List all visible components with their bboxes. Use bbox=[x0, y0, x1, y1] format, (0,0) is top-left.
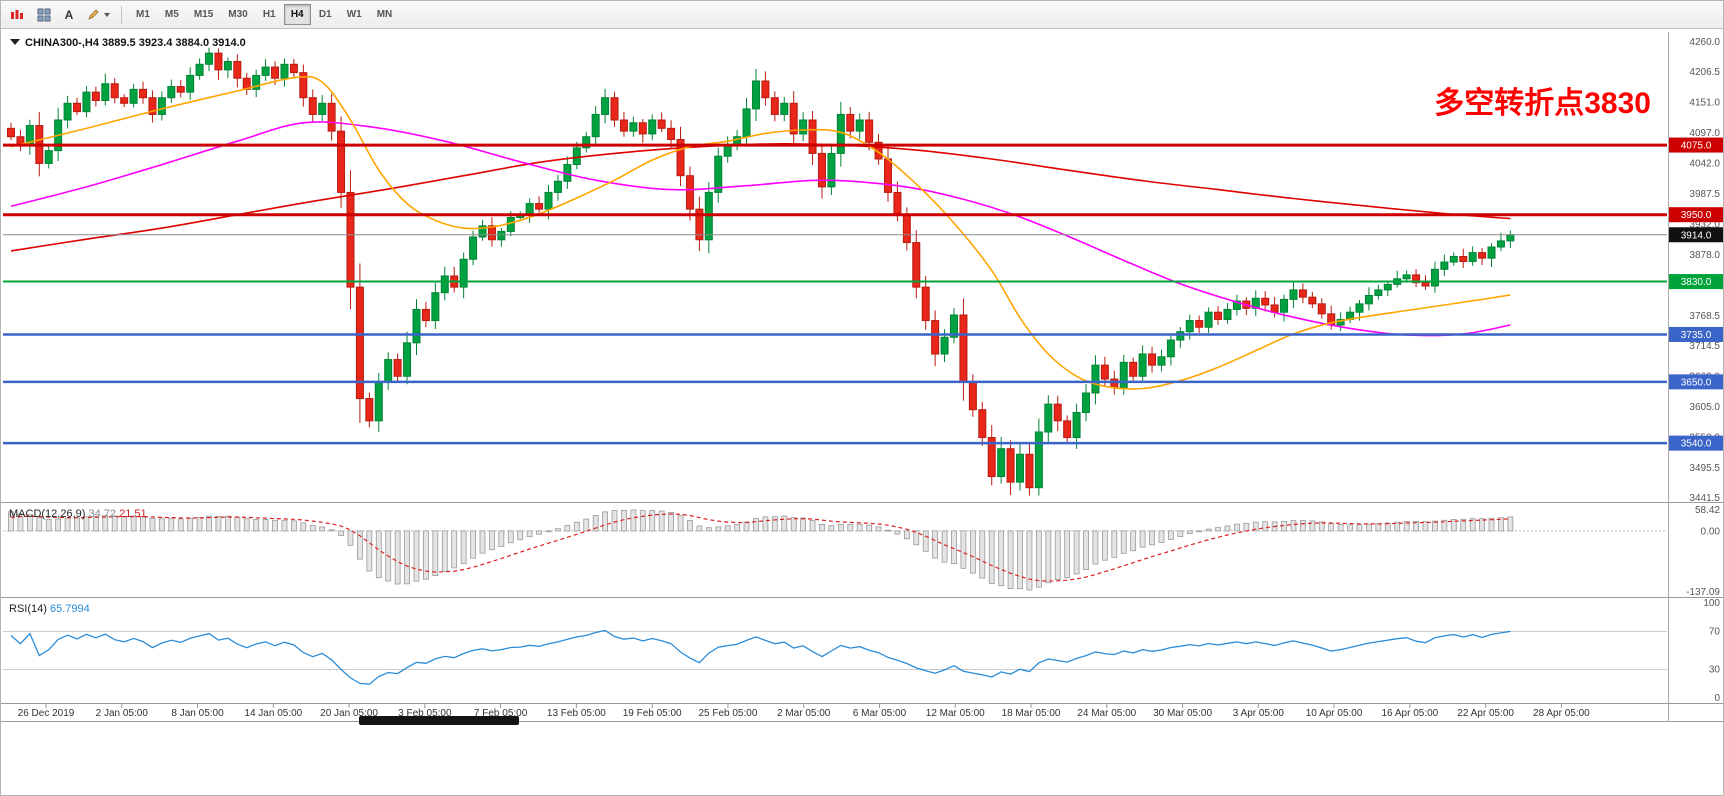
svg-text:100: 100 bbox=[1703, 598, 1720, 609]
svg-text:58.42: 58.42 bbox=[1695, 505, 1720, 516]
macd-signal-line bbox=[10, 513, 1511, 582]
annotation-text[interactable]: 多空转折点3830 bbox=[1434, 87, 1651, 120]
svg-text:26 Dec 2019: 26 Dec 2019 bbox=[18, 708, 75, 719]
red-bars-icon bbox=[11, 9, 23, 19]
price-tag-3650.0 bbox=[1669, 374, 1723, 390]
macd-title: MACD(12,26,9) 34.72 21.51 bbox=[9, 508, 147, 520]
chart-area[interactable]: 4260.0 4206.5 4151.0 4097.0 4042.0 3987.5 3932… bbox=[1, 29, 1724, 796]
svg-text:16 Apr 05:00: 16 Apr 05:00 bbox=[1382, 708, 1439, 719]
svg-text:30: 30 bbox=[1709, 665, 1721, 676]
price-tag-3950.0 bbox=[1669, 207, 1723, 223]
svg-text:8 Jan 05:00: 8 Jan 05:00 bbox=[171, 708, 224, 719]
svg-text:3714.5: 3714.5 bbox=[1689, 341, 1720, 352]
svg-text:14 Jan 05:00: 14 Jan 05:00 bbox=[244, 708, 302, 719]
text-tool-button[interactable]: A bbox=[57, 4, 81, 26]
svg-text:13 Feb 05:00: 13 Feb 05:00 bbox=[547, 708, 606, 719]
svg-text:2 Jan 05:00: 2 Jan 05:00 bbox=[96, 708, 149, 719]
chevron-down-icon bbox=[104, 12, 110, 17]
svg-text:3932.0: 3932.0 bbox=[1689, 220, 1720, 231]
svg-text:3735.0: 3735.0 bbox=[1681, 330, 1712, 341]
rsi-line bbox=[10, 629, 1511, 685]
svg-text:28 Apr 05:00: 28 Apr 05:00 bbox=[1533, 708, 1590, 719]
timeframe-m1[interactable]: M1 bbox=[129, 4, 157, 25]
toolbar: A M1 M5 M15 M30 H1 H4 D1 W1 MN bbox=[1, 1, 1723, 29]
svg-text:3768.5: 3768.5 bbox=[1689, 311, 1720, 322]
timeframe-h1[interactable]: H1 bbox=[256, 4, 283, 25]
svg-text:4097.0: 4097.0 bbox=[1689, 128, 1720, 139]
svg-text:-137.09: -137.09 bbox=[1686, 587, 1720, 598]
svg-text:3 Apr 05:00: 3 Apr 05:00 bbox=[1233, 708, 1285, 719]
svg-text:12 Mar 05:00: 12 Mar 05:00 bbox=[926, 708, 985, 719]
text-tool-label: A bbox=[64, 7, 74, 22]
chart-background bbox=[1, 29, 1723, 795]
time-axis-labels: 26 Dec 2019 2 Jan 05:00 8 Jan 05:00 14 Jan … bbox=[18, 704, 1590, 719]
svg-text:7 Feb 05:00: 7 Feb 05:00 bbox=[474, 708, 528, 719]
svg-text:24 Mar 05:00: 24 Mar 05:00 bbox=[1077, 708, 1136, 719]
timeframe-m30[interactable]: M30 bbox=[221, 4, 254, 25]
svg-text:3987.5: 3987.5 bbox=[1689, 189, 1720, 200]
svg-text:3950.0: 3950.0 bbox=[1681, 210, 1712, 221]
svg-text:3 Feb 05:00: 3 Feb 05:00 bbox=[398, 708, 452, 719]
symbol-ohlc-header: CHINA300-,H4 3889.5 3923.4 3884.0 3914.0 bbox=[25, 37, 246, 49]
fast-ma-line bbox=[10, 75, 1511, 390]
timeframe-d1[interactable]: D1 bbox=[312, 4, 339, 25]
timeframe-toolbar: M1 M5 M15 M30 H1 H4 D1 W1 MN bbox=[129, 4, 399, 25]
timeframe-m5[interactable]: M5 bbox=[158, 4, 186, 25]
svg-text:3914.0: 3914.0 bbox=[1681, 230, 1712, 241]
svg-text:3495.5: 3495.5 bbox=[1689, 463, 1720, 474]
tile-windows-button[interactable] bbox=[31, 4, 55, 26]
svg-text:6 Mar 05:00: 6 Mar 05:00 bbox=[853, 708, 907, 719]
timeframe-m15[interactable]: M15 bbox=[187, 4, 220, 25]
svg-text:20 Jan 05:00: 20 Jan 05:00 bbox=[320, 708, 378, 719]
svg-text:3650.0: 3650.0 bbox=[1681, 377, 1712, 388]
price-tag-3540.0 bbox=[1669, 435, 1723, 451]
timeframe-w1[interactable]: W1 bbox=[340, 4, 369, 25]
macd-histogram bbox=[8, 509, 1514, 591]
svg-text:3441.5: 3441.5 bbox=[1689, 493, 1720, 504]
svg-text:4206.5: 4206.5 bbox=[1689, 67, 1720, 78]
price-tags: 4075.0 3950.0 3914.0 3830.0 3735.0 3650.0 3540… bbox=[1669, 137, 1723, 451]
toolbar-separator bbox=[121, 5, 122, 24]
svg-text:18 Mar 05:00: 18 Mar 05:00 bbox=[1002, 708, 1061, 719]
price-tag-3830.0 bbox=[1669, 274, 1723, 290]
svg-text:3830.0: 3830.0 bbox=[1681, 277, 1712, 288]
svg-text:10 Apr 05:00: 10 Apr 05:00 bbox=[1306, 708, 1363, 719]
chart-icon[interactable] bbox=[5, 4, 29, 26]
svg-text:22 Apr 05:00: 22 Apr 05:00 bbox=[1457, 708, 1514, 719]
svg-text:4075.0: 4075.0 bbox=[1681, 141, 1712, 152]
draw-tool-button[interactable] bbox=[83, 4, 114, 26]
svg-text:70: 70 bbox=[1709, 627, 1721, 638]
rsi-title: RSI(14) 65.7994 bbox=[9, 603, 90, 615]
svg-text:0: 0 bbox=[1714, 693, 1720, 704]
svg-text:3540.0: 3540.0 bbox=[1681, 439, 1712, 450]
grid-icon bbox=[37, 8, 51, 21]
svg-text:30 Mar 05:00: 30 Mar 05:00 bbox=[1153, 708, 1212, 719]
taskbar-fragment bbox=[359, 716, 519, 725]
svg-text:3605.0: 3605.0 bbox=[1689, 402, 1720, 413]
svg-text:25 Feb 05:00: 25 Feb 05:00 bbox=[698, 708, 757, 719]
mid-ma-line bbox=[10, 121, 1511, 337]
rsi-scale-labels: 100 70 30 0 bbox=[1703, 598, 1720, 704]
svg-text:4151.0: 4151.0 bbox=[1689, 98, 1720, 109]
pencil-icon bbox=[88, 9, 99, 20]
svg-text:3878.0: 3878.0 bbox=[1689, 250, 1720, 261]
svg-text:19 Feb 05:00: 19 Feb 05:00 bbox=[623, 708, 682, 719]
macd-scale-labels: 58.42 0.00 -137.09 bbox=[1686, 505, 1720, 598]
svg-text:4042.0: 4042.0 bbox=[1689, 158, 1720, 169]
timeframe-h4[interactable]: H4 bbox=[283, 4, 311, 25]
svg-text:0.00: 0.00 bbox=[1701, 526, 1721, 537]
timeframe-mn[interactable]: MN bbox=[370, 4, 400, 25]
price-tag-4075.0 bbox=[1669, 137, 1723, 153]
chart-menu-icon[interactable] bbox=[10, 39, 20, 45]
price-tag-3914.0 bbox=[1669, 227, 1723, 243]
price-tag-3735.0 bbox=[1669, 326, 1723, 342]
svg-text:4260.0: 4260.0 bbox=[1689, 37, 1720, 48]
svg-text:2 Mar 05:00: 2 Mar 05:00 bbox=[777, 708, 831, 719]
